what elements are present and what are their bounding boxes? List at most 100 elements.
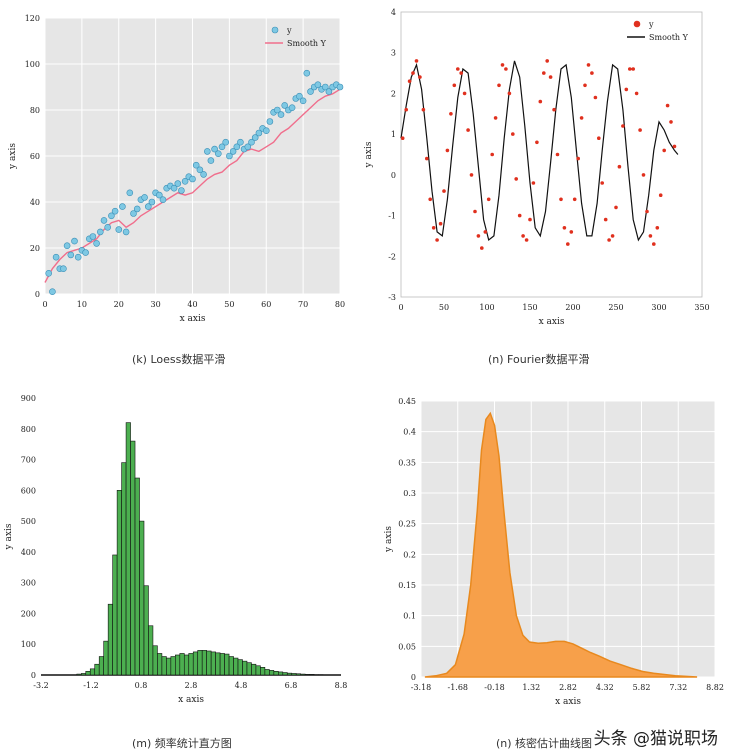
data-point (490, 152, 495, 157)
data-point (672, 144, 677, 149)
y-tick-label: 0.45 (398, 397, 416, 406)
data-point (500, 63, 505, 67)
histogram-bar (278, 671, 284, 676)
data-point (634, 91, 639, 96)
data-point (299, 97, 307, 105)
data-point (170, 184, 178, 192)
data-point (229, 148, 237, 155)
y-tick-label: 700 (21, 456, 36, 465)
data-point (538, 99, 543, 104)
data-point (200, 171, 207, 178)
data-point (211, 145, 218, 153)
data-point (648, 234, 653, 238)
y-tick-label: 0 (35, 290, 40, 299)
data-point (281, 102, 289, 109)
data-point (156, 191, 163, 199)
x-tick-label: -0.18 (484, 683, 505, 692)
x-axis-label: x axis (539, 317, 565, 327)
histogram-bar (237, 659, 243, 676)
data-point (115, 226, 123, 233)
data-point (552, 107, 556, 112)
data-point (145, 203, 152, 210)
x-tick-label: 5.82 (633, 683, 651, 692)
histogram-bar (206, 650, 212, 676)
histogram-bar (89, 668, 96, 676)
x-tick-label: 1.32 (522, 683, 540, 692)
data-point (456, 67, 460, 71)
histogram-bar (246, 662, 252, 676)
caption-kde: (n) 核密估计曲线图 (496, 737, 593, 750)
y-tick-label: 600 (21, 486, 36, 495)
legend-label-points: y (648, 20, 654, 29)
data-point (407, 79, 412, 83)
data-point (476, 234, 481, 238)
histogram-bar (286, 672, 293, 676)
x-tick-label: 150 (522, 303, 537, 312)
histogram-bar (282, 672, 288, 676)
data-point (119, 203, 126, 210)
data-point (662, 148, 666, 153)
loess-smoothing-chart: 0 20 40 60 80 100 120 0 10 20 30 40 50 60 70 80 x axis y … (8, 14, 345, 324)
histogram-bar (103, 640, 109, 676)
y-axis-label: y axis (4, 523, 14, 550)
data-point (542, 71, 546, 75)
plot-frame (400, 11, 703, 298)
legend-label-line: Smooth Y (649, 33, 689, 42)
data-point (610, 234, 615, 238)
data-point (655, 226, 660, 230)
caption-fourier: (n) Fourier数据平滑 (488, 353, 590, 366)
x-tick-label: 50 (439, 303, 449, 312)
data-point (178, 187, 185, 194)
legend-marker-points (271, 26, 279, 34)
data-point (504, 67, 508, 71)
histogram-bar (179, 653, 185, 676)
histogram-bar (116, 490, 122, 676)
histogram-bar (157, 653, 163, 676)
data-point (600, 181, 604, 185)
histogram-bar (309, 674, 315, 676)
data-point (174, 180, 182, 187)
x-tick-label: 0 (398, 303, 403, 312)
histogram-bar (201, 650, 207, 676)
histogram-bar (152, 645, 158, 676)
data-point (192, 161, 200, 169)
histogram-bar (224, 653, 230, 676)
x-tick-label: -3.2 (33, 681, 48, 690)
y-tick-label: 0.3 (403, 489, 416, 498)
data-point (296, 92, 303, 100)
histogram-bar (251, 663, 257, 676)
data-point (562, 226, 567, 230)
histogram-bar (76, 673, 82, 676)
histogram-bar (134, 477, 140, 676)
data-point (336, 83, 344, 91)
data-point (535, 140, 539, 145)
x-tick-label: 4.8 (235, 681, 248, 690)
y-tick-label: 0.25 (398, 520, 416, 529)
caption-loess: (k) Loess数据平滑 (132, 353, 226, 366)
histogram-bar (107, 603, 113, 676)
smooth-y-line (400, 60, 679, 242)
histogram-bar (125, 422, 131, 676)
x-tick-label: 8.82 (706, 683, 724, 692)
y-axis-label: y axis (364, 141, 374, 168)
legend-label-line: Smooth Y (287, 39, 327, 48)
data-point (222, 138, 229, 146)
data-point (569, 230, 574, 234)
x-tick-label: 2.82 (559, 683, 577, 692)
data-point (593, 95, 598, 100)
data-point (431, 226, 436, 230)
data-point (189, 175, 196, 183)
data-point (67, 251, 75, 259)
x-axis-label: x axis (180, 314, 206, 324)
data-point (428, 197, 433, 202)
data-point (631, 67, 635, 71)
y-tick-label: -1 (388, 212, 396, 221)
x-tick-label: 0.8 (135, 681, 148, 690)
data-point (435, 238, 439, 242)
legend-label-points: y (286, 26, 292, 35)
histogram-bar (197, 650, 203, 676)
data-point (473, 209, 477, 214)
data-point (414, 59, 419, 63)
y-tick-label: 500 (21, 517, 36, 526)
data-point (303, 69, 311, 77)
